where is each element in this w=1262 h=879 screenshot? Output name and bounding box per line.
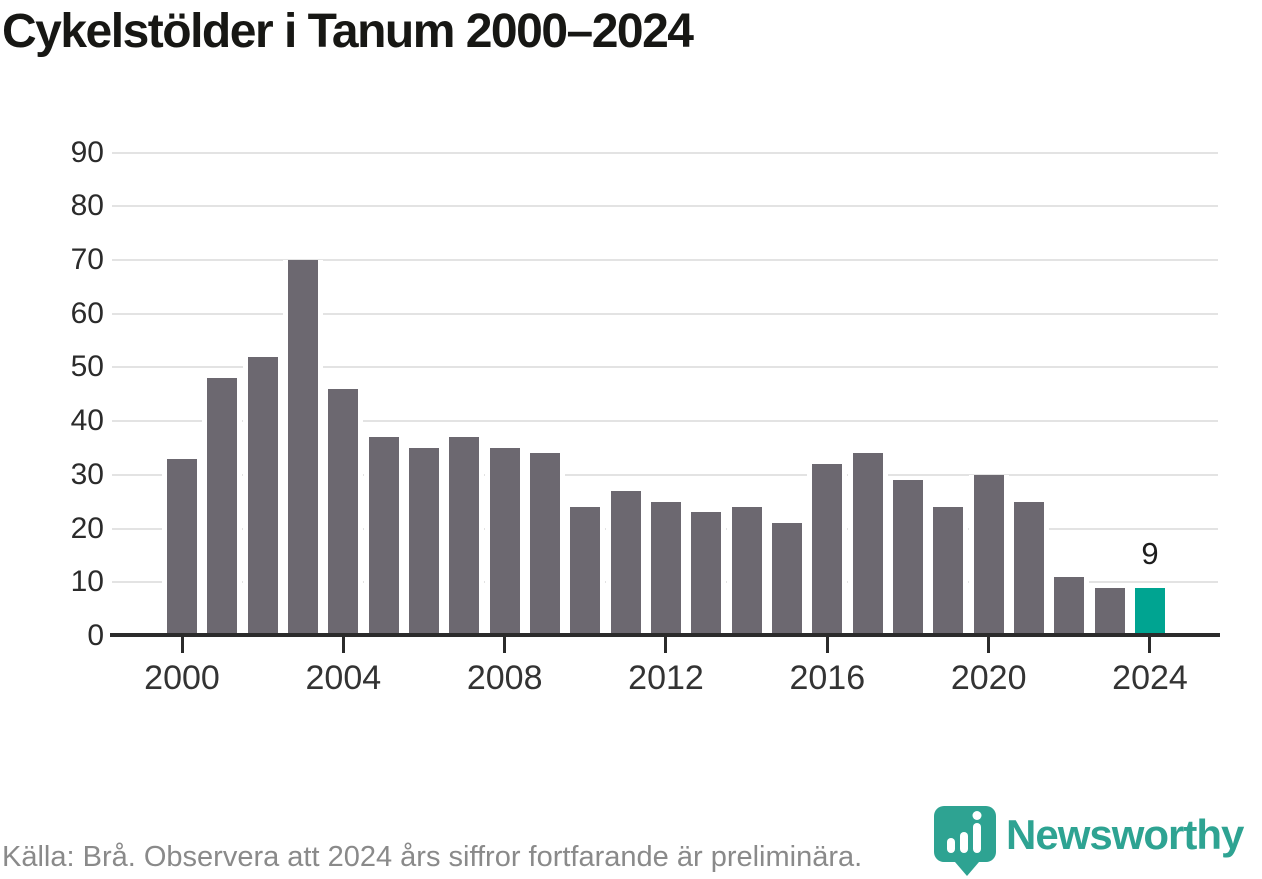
bar-2015 <box>771 523 802 636</box>
y-axis-label-80: 80 <box>70 189 104 223</box>
bar-2007 <box>449 437 480 636</box>
bar-2017 <box>852 453 883 636</box>
newsworthy-logo-icon <box>934 806 996 876</box>
bar-2019 <box>933 507 964 636</box>
bar-2011 <box>610 491 641 636</box>
gridline-50 <box>112 366 1218 369</box>
bar-2014 <box>731 507 762 636</box>
x-tick-2000 <box>180 637 184 653</box>
newsworthy-wordmark: Newsworthy <box>1006 811 1244 858</box>
bar-2008 <box>489 448 520 636</box>
gridline-80 <box>112 205 1218 208</box>
x-axis-label-2016: 2016 <box>789 659 866 697</box>
gridline-90 <box>112 151 1218 154</box>
x-tick-2008 <box>503 637 507 653</box>
y-axis-label-70: 70 <box>70 242 104 276</box>
bar-2010 <box>570 507 601 636</box>
x-axis-label-2008: 2008 <box>466 659 543 697</box>
bar-2002 <box>247 357 278 636</box>
x-axis-label-2024: 2024 <box>1112 659 1188 697</box>
bar-value-label-2024: 9 <box>1141 535 1159 571</box>
gridline-60 <box>112 312 1218 315</box>
bar-2020 <box>973 475 1004 636</box>
bar-2005 <box>368 437 399 636</box>
bar-2003 <box>287 260 318 636</box>
y-axis-label-10: 10 <box>70 565 104 599</box>
y-axis-label-20: 20 <box>70 511 104 545</box>
newsworthy-logo: Newsworthy <box>934 806 1244 876</box>
bar-2023 <box>1094 588 1125 636</box>
x-axis-line <box>110 633 1220 637</box>
y-axis-label-40: 40 <box>70 404 104 438</box>
bar-2024 <box>1134 588 1165 636</box>
gridline-70 <box>112 258 1218 261</box>
y-axis-label-50: 50 <box>70 350 104 384</box>
bar-2012 <box>650 502 681 636</box>
x-tick-2024 <box>1148 637 1152 653</box>
bar-2004 <box>328 389 359 636</box>
x-axis-label-2020: 2020 <box>950 659 1027 697</box>
chart-title: Cykelstölder i Tanum 2000–2024 <box>2 5 694 58</box>
y-axis-label-60: 60 <box>70 296 104 330</box>
x-tick-2012 <box>664 637 668 653</box>
bar-2018 <box>892 480 923 636</box>
y-axis-label-0: 0 <box>87 619 104 652</box>
bar-2009 <box>529 453 560 636</box>
x-tick-2016 <box>825 637 829 653</box>
bar-2022 <box>1054 577 1085 636</box>
gridline-40 <box>112 420 1218 423</box>
gridline-30 <box>112 473 1218 476</box>
x-tick-2020 <box>987 637 991 653</box>
y-axis-label-30: 30 <box>70 457 104 491</box>
x-axis-label-2000: 2000 <box>144 659 220 697</box>
bar-2021 <box>1013 502 1044 636</box>
y-axis-label-90: 90 <box>70 135 104 169</box>
x-axis-label-2004: 2004 <box>305 659 382 697</box>
bar-2016 <box>812 464 843 636</box>
bar-2001 <box>207 378 238 636</box>
bar-2000 <box>167 459 197 636</box>
bar-2013 <box>691 512 722 636</box>
x-axis-label-2012: 2012 <box>628 659 704 697</box>
x-tick-2004 <box>341 637 345 653</box>
source-note: Källa: Brå. Observera att 2024 års siffr… <box>2 841 863 873</box>
bar-2006 <box>408 448 439 636</box>
